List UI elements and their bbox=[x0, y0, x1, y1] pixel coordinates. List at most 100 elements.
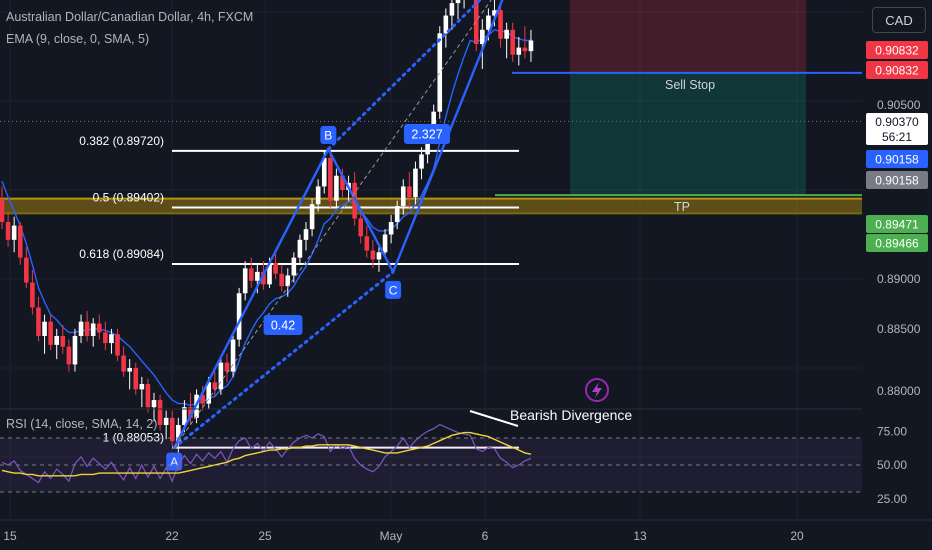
time-tick-label: 15 bbox=[3, 529, 17, 543]
candle bbox=[5, 211, 11, 247]
candle-body bbox=[376, 252, 382, 260]
sl-high-price-tag-bg bbox=[866, 41, 928, 59]
candle bbox=[480, 19, 485, 69]
candle bbox=[334, 168, 339, 208]
candle-body bbox=[273, 262, 278, 274]
candle bbox=[419, 147, 424, 180]
candle bbox=[84, 311, 90, 342]
entry-price-tag: 0.90158 bbox=[875, 153, 919, 167]
candle-body bbox=[255, 271, 260, 281]
pattern-legs bbox=[173, 0, 504, 449]
candle bbox=[437, 26, 443, 119]
time-tick-label: 13 bbox=[633, 529, 647, 543]
sl-high-price-tag: 0.90832 bbox=[875, 44, 919, 58]
candle bbox=[443, 8, 449, 48]
candle-body bbox=[510, 29, 516, 55]
candle-body bbox=[358, 218, 364, 237]
candle-body bbox=[115, 334, 120, 356]
support-zone-band bbox=[0, 198, 862, 214]
fib-level-label: 1 (0.88053) bbox=[103, 431, 164, 445]
candle bbox=[504, 22, 509, 59]
pattern-point-badge bbox=[320, 126, 337, 145]
candle bbox=[11, 216, 17, 253]
candle bbox=[522, 26, 528, 59]
candle-body bbox=[328, 157, 333, 201]
pattern-ratio-badge bbox=[263, 315, 303, 335]
rsi-tick-label: 25.00 bbox=[877, 492, 907, 506]
pattern-ac-dotted bbox=[172, 270, 395, 450]
candle-body bbox=[66, 346, 72, 365]
candle bbox=[388, 214, 394, 244]
candle-body bbox=[145, 384, 151, 408]
candle-body bbox=[419, 154, 424, 169]
candle-body bbox=[431, 111, 436, 134]
fibonacci-layer: 0 (0.90751)0.382 (0.89720)0.5 (0.89402)0… bbox=[79, 134, 519, 449]
candle-body bbox=[522, 47, 528, 52]
ema-indicator-legend[interactable]: EMA (9, close, 0, SMA, 5) bbox=[6, 32, 150, 46]
candle-body bbox=[400, 186, 406, 207]
candle bbox=[224, 353, 230, 383]
price-tick-label: 0.89000 bbox=[877, 272, 921, 286]
entry-price-tag-bg bbox=[866, 150, 928, 168]
candle-body bbox=[297, 239, 303, 258]
candle bbox=[364, 225, 370, 258]
rsi-ma-line bbox=[1, 431, 532, 477]
candle-body bbox=[321, 157, 327, 187]
candle-body bbox=[109, 334, 114, 344]
candle bbox=[248, 257, 254, 288]
candle bbox=[78, 314, 84, 344]
candle-body bbox=[236, 293, 242, 340]
candle-body bbox=[315, 186, 321, 205]
candle-body bbox=[382, 234, 388, 253]
candle-body bbox=[30, 282, 35, 308]
candle bbox=[139, 376, 145, 408]
current-price-tag: 0.90370 bbox=[875, 115, 919, 129]
candle-body bbox=[285, 275, 291, 287]
lightning-icon-ring bbox=[585, 378, 609, 402]
candle bbox=[169, 410, 175, 447]
pattern-point-label: A bbox=[170, 455, 178, 469]
sl-price-tag-bg bbox=[866, 61, 928, 79]
candle-body bbox=[11, 225, 17, 240]
candle-body bbox=[340, 175, 345, 190]
candle-body bbox=[528, 40, 534, 52]
bar-countdown-tag: 56:21 bbox=[882, 130, 912, 144]
currency-button[interactable]: CAD bbox=[872, 7, 926, 33]
candle-body bbox=[17, 225, 23, 258]
candle-body bbox=[437, 33, 443, 112]
candle bbox=[127, 359, 132, 390]
candle-body bbox=[60, 335, 66, 347]
candle bbox=[285, 268, 291, 297]
candle bbox=[498, 3, 503, 48]
candle-body bbox=[157, 400, 163, 425]
candle bbox=[510, 22, 516, 62]
candle-body bbox=[36, 307, 41, 336]
rsi-indicator-legend[interactable]: RSI (14, close, SMA, 14, 2) bbox=[6, 417, 158, 431]
candle-body bbox=[516, 47, 522, 55]
candles-layer[interactable] bbox=[0, 0, 534, 463]
rsi-layer: Bearish Divergence bbox=[0, 407, 862, 493]
price-tick-label: 0.88500 bbox=[877, 322, 921, 336]
rsi-line bbox=[1, 423, 532, 484]
candle bbox=[121, 346, 126, 377]
rsi-band-fill bbox=[0, 438, 862, 492]
candle bbox=[157, 394, 163, 431]
candle-body bbox=[5, 222, 11, 240]
fib-level-label: 0.382 (0.89720) bbox=[79, 134, 164, 148]
candle bbox=[24, 246, 29, 288]
candle-body bbox=[84, 321, 90, 336]
candle-body bbox=[394, 206, 400, 223]
symbol-title[interactable]: Australian Dollar/Canadian Dollar, 4h, F… bbox=[6, 10, 254, 24]
lightning-icon-bolt bbox=[592, 382, 602, 398]
pattern-ratio-label: 0.42 bbox=[271, 319, 295, 333]
candle-body bbox=[413, 168, 418, 198]
price-tick-label: 0.90500 bbox=[877, 98, 921, 112]
take-profit-label: TP bbox=[674, 200, 690, 214]
candle bbox=[516, 36, 522, 66]
candle-body bbox=[504, 29, 509, 39]
pattern-point-label: C bbox=[389, 283, 398, 297]
candle bbox=[382, 229, 388, 258]
time-tick-label: 20 bbox=[790, 529, 804, 543]
candle bbox=[36, 296, 41, 342]
